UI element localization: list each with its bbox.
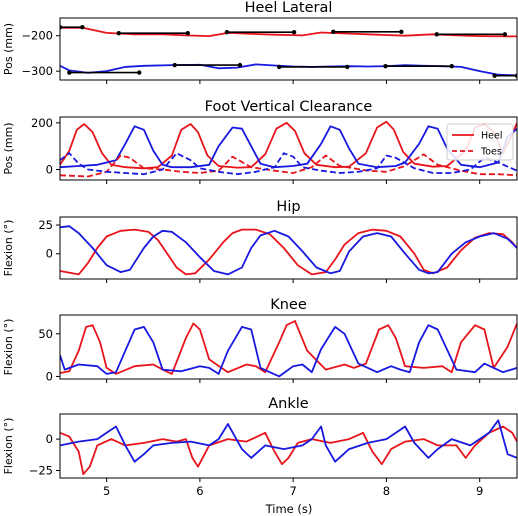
stride-marker: [383, 63, 388, 69]
panel-title: Heel Lateral: [245, 0, 333, 16]
panel-0: Heel Lateral Pos (mm) −200 −300: [2, 0, 518, 84]
series-line: [60, 419, 517, 463]
series-line: [60, 125, 517, 169]
stride-marker: [60, 25, 63, 30]
stride-marker: [237, 62, 243, 68]
stride-marker: [331, 29, 336, 35]
x-axis-label: Time (s): [265, 502, 313, 516]
stride-marker: [449, 63, 454, 69]
y-tick-label: 25: [38, 218, 53, 232]
series-line: [60, 26, 517, 38]
plot-frame: [59, 17, 518, 81]
panel-4: Ankle Flexion (°) 0 −25 5 6 7 8 9: [2, 396, 518, 498]
stride-marker: [492, 73, 497, 78]
y-axis-label: Pos (mm): [2, 23, 15, 75]
y-tick-label: 0: [46, 432, 53, 446]
panel-1: Foot Vertical Clearance Pos (mm) 200 0 Heel T…: [2, 99, 518, 184]
plot-frame: [59, 116, 518, 181]
y-tick-label: 0: [46, 247, 53, 261]
plot-frame: [59, 413, 518, 479]
y-tick-label: −200: [21, 29, 53, 43]
series-line: [60, 425, 517, 476]
stride-marker: [116, 31, 121, 36]
stride-marker: [67, 70, 72, 75]
stride-marker: [345, 64, 350, 70]
y-tick-label: 50: [38, 327, 53, 341]
y-tick-label: 0: [46, 369, 53, 383]
stride-marker: [276, 64, 282, 70]
y-tick-label: −25: [29, 463, 53, 477]
series-line: [60, 320, 517, 375]
stride-marker: [137, 70, 142, 75]
panel-title: Ankle: [268, 396, 309, 412]
series-line: [60, 324, 517, 378]
stride-marker: [224, 29, 230, 35]
plot-frame: [59, 216, 518, 280]
plot-frame: [59, 314, 518, 380]
panel-title: Knee: [270, 297, 307, 313]
series-line: [60, 120, 517, 170]
stride-marker: [399, 29, 404, 35]
y-axis-label: Flexion (°): [2, 220, 15, 277]
y-axis-label: Pos (mm): [2, 122, 15, 174]
legend-label: Toes: [480, 147, 502, 158]
panel-2: Hip Flexion (°) 25 0: [2, 199, 518, 283]
series-line: [60, 228, 517, 276]
series-line: [60, 225, 517, 276]
x-tick-label: 6: [196, 484, 203, 498]
y-tick-label: 200: [31, 116, 53, 130]
x-tick-label: 9: [476, 484, 483, 498]
series-line: [60, 152, 517, 176]
y-axis-label: Flexion (°): [2, 418, 15, 475]
legend-box: [446, 123, 514, 161]
stride-marker: [172, 62, 177, 68]
legend: Heel Toes: [446, 123, 514, 161]
series-line: [60, 153, 517, 178]
y-tick-label: −300: [21, 64, 53, 78]
y-axis-label: Flexion (°): [2, 319, 15, 376]
x-tick-label: 5: [103, 484, 110, 498]
stride-marker: [80, 25, 85, 30]
x-tick-label: 8: [383, 484, 390, 498]
x-tick-label: 7: [289, 484, 296, 498]
stride-marker: [514, 73, 517, 78]
stride-marker: [291, 29, 297, 35]
panel-3: Knee Flexion (°) 50 0: [2, 297, 518, 383]
y-tick-label: 0: [46, 163, 53, 177]
stride-marker: [502, 32, 508, 37]
stride-marker: [434, 32, 439, 37]
stride-marker: [185, 31, 190, 36]
panel-title: Hip: [276, 199, 300, 215]
legend-label: Heel: [481, 131, 502, 142]
panel-title: Foot Vertical Clearance: [205, 99, 373, 115]
